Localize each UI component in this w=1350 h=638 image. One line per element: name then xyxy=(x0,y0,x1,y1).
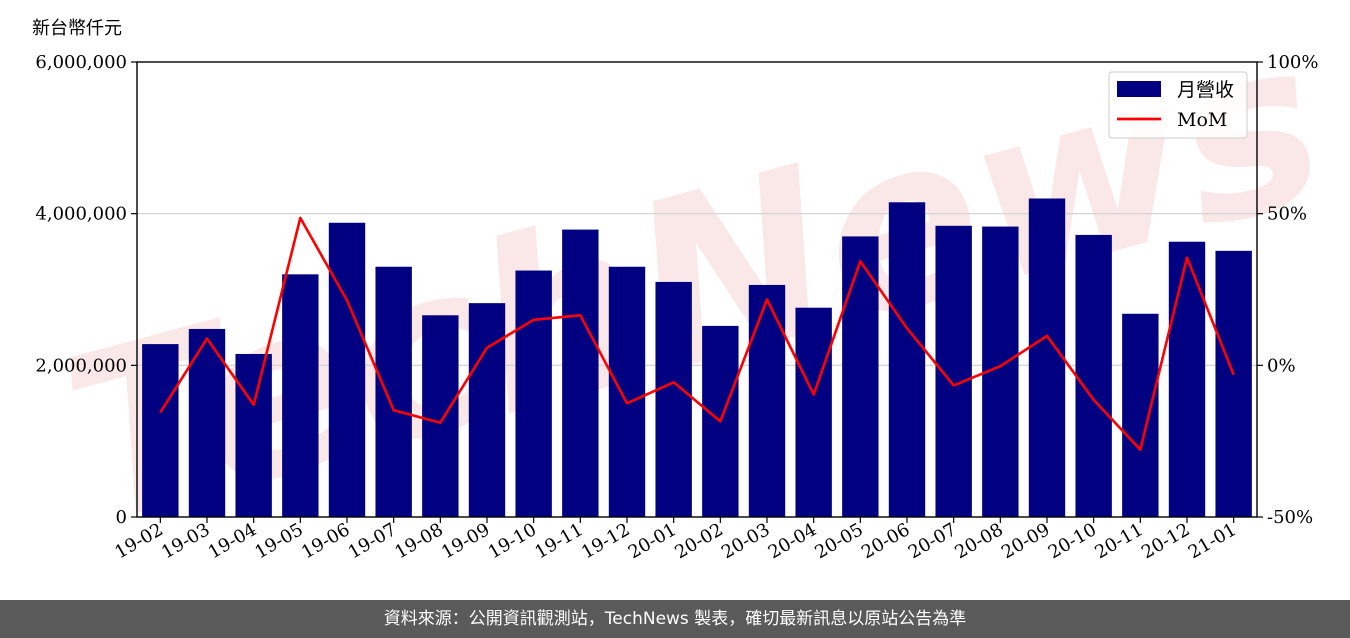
source-text: 資料來源：公開資訊觀測站，TechNews 製表，確切最新訊息以原站公告為準 xyxy=(383,609,967,629)
bar xyxy=(422,315,459,517)
unit-label: 新台幣仟元 xyxy=(32,18,122,39)
legend-label-line: MoM xyxy=(1177,109,1227,131)
bar xyxy=(375,266,412,517)
bar xyxy=(1122,313,1159,517)
x-tick-label: 19-06 xyxy=(298,519,353,563)
x-tick-label: 20-10 xyxy=(1045,519,1100,563)
x-tick-label: 20-04 xyxy=(765,519,820,563)
legend-swatch-bar xyxy=(1117,81,1161,97)
y-right-tick-label: 0% xyxy=(1267,355,1296,376)
bar xyxy=(748,284,786,517)
x-tick-label: 19-07 xyxy=(345,519,400,563)
bar xyxy=(562,229,599,517)
x-tick-label: 20-08 xyxy=(951,519,1006,563)
y-left-tick-label: 6,000,000 xyxy=(35,52,127,73)
y-right-tick-label: -50% xyxy=(1267,507,1313,528)
bar xyxy=(515,270,552,517)
source-footer: 資料來源：公開資訊觀測站，TechNews 製表，確切最新訊息以原站公告為準 xyxy=(0,600,1350,638)
legend: 月營收 MoM xyxy=(1108,71,1248,139)
bar xyxy=(188,328,226,517)
bar xyxy=(282,274,319,517)
bar xyxy=(1028,198,1066,517)
bar xyxy=(328,222,366,517)
x-tick-label: 19-09 xyxy=(438,519,493,563)
y-right-tick-label: 100% xyxy=(1267,52,1318,73)
x-tick-label: 20-11 xyxy=(1091,519,1146,563)
x-tick-label: 20-01 xyxy=(625,519,680,563)
bar xyxy=(235,353,272,517)
bar xyxy=(608,266,646,517)
x-tick-label: 20-02 xyxy=(671,519,726,563)
x-tick-label: 20-06 xyxy=(858,519,913,563)
x-tick-label: 19-12 xyxy=(578,519,633,563)
y-left-tick-label: 0 xyxy=(116,507,127,528)
bar xyxy=(655,281,692,517)
bar xyxy=(468,303,506,517)
mom-line xyxy=(159,216,1235,452)
x-tick-label: 20-09 xyxy=(998,519,1053,563)
y-left-tick-label: 4,000,000 xyxy=(35,204,127,225)
x-tick-label: 19-11 xyxy=(531,519,586,563)
revenue-chart: TechNews 02,000,0004,000,0006,000,000-50… xyxy=(32,0,1349,577)
bar xyxy=(888,202,926,517)
y-right-tick-label: 50% xyxy=(1267,204,1307,225)
x-tick-label: 19-08 xyxy=(391,519,446,563)
bar-series xyxy=(142,198,1252,518)
bar xyxy=(1215,250,1252,517)
x-tick-label: 20-12 xyxy=(1138,519,1193,563)
x-tick-label: 20-05 xyxy=(811,519,866,563)
y-left-tick-label: 2,000,000 xyxy=(35,355,127,376)
bar xyxy=(842,236,879,517)
bar xyxy=(1168,241,1206,517)
plot-frame xyxy=(136,61,1258,518)
grid-lines xyxy=(137,213,1257,366)
bar xyxy=(142,344,179,517)
x-tick-label: 21-01 xyxy=(1185,519,1240,563)
bar xyxy=(1075,234,1112,517)
legend-label-bar: 月營收 xyxy=(1177,79,1234,101)
x-tick-label: 20-07 xyxy=(905,519,960,563)
x-tick-label: 20-03 xyxy=(718,519,773,563)
x-tick-label: 19-10 xyxy=(485,519,540,563)
line-series xyxy=(159,216,1235,452)
bar xyxy=(795,307,832,517)
